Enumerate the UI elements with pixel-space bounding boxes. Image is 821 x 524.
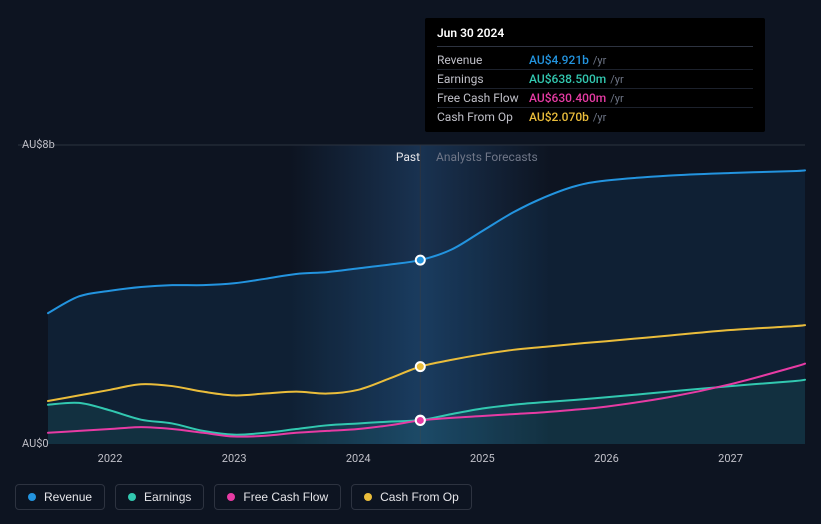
legend-label: Free Cash Flow: [243, 490, 328, 504]
legend-swatch: [364, 493, 372, 501]
y-axis-label: AU$8b: [22, 138, 55, 151]
tooltip-suffix: /yr: [610, 73, 623, 86]
legend-label: Earnings: [144, 490, 191, 504]
tooltip-row: EarningsAU$638.500m/yr: [437, 70, 753, 89]
tooltip-row: Free Cash FlowAU$630.400m/yr: [437, 89, 753, 108]
tooltip-row: RevenueAU$4.921b/yr: [437, 51, 753, 70]
tooltip-metric-label: Cash From Op: [437, 110, 529, 124]
x-axis-label: 2022: [98, 452, 123, 465]
tooltip-metric-label: Revenue: [437, 53, 529, 67]
legend-item-revenue[interactable]: Revenue: [15, 484, 105, 510]
legend-label: Revenue: [44, 490, 92, 504]
x-axis-label: 2025: [470, 452, 495, 465]
legend-item-cash-from-op[interactable]: Cash From Op: [351, 484, 472, 510]
y-axis-label: AU$0: [22, 437, 49, 450]
legend-item-free-cash-flow[interactable]: Free Cash Flow: [214, 484, 341, 510]
legend: Revenue Earnings Free Cash Flow Cash From O…: [15, 484, 472, 510]
tooltip-metric-label: Earnings: [437, 72, 529, 86]
tooltip-suffix: /yr: [593, 111, 606, 124]
tooltip-value: AU$630.400m: [529, 91, 606, 105]
x-axis-label: 2024: [346, 452, 371, 465]
tooltip-row: Cash From OpAU$2.070b/yr: [437, 108, 753, 126]
tooltip-value: AU$638.500m: [529, 72, 606, 86]
legend-swatch: [128, 493, 136, 501]
tooltip-date: Jun 30 2024: [437, 26, 753, 47]
legend-label: Cash From Op: [380, 490, 459, 504]
tooltip-rows: RevenueAU$4.921b/yrEarningsAU$638.500m/y…: [437, 51, 753, 126]
legend-item-earnings[interactable]: Earnings: [115, 484, 204, 510]
legend-swatch: [28, 493, 36, 501]
chart-tooltip: Jun 30 2024 RevenueAU$4.921b/yrEarningsA…: [425, 18, 765, 132]
x-axis-label: 2027: [718, 452, 743, 465]
tooltip-value: AU$4.921b: [529, 53, 589, 67]
tooltip-metric-label: Free Cash Flow: [437, 91, 529, 105]
forecast-region-label: Analysts Forecasts: [436, 150, 538, 164]
tooltip-suffix: /yr: [610, 92, 623, 105]
tooltip-suffix: /yr: [593, 54, 606, 67]
x-axis-label: 2026: [594, 452, 619, 465]
x-axis-label: 2023: [222, 452, 247, 465]
legend-swatch: [227, 493, 235, 501]
tooltip-value: AU$2.070b: [529, 110, 589, 124]
past-region-label: Past: [396, 150, 420, 164]
financial-chart: Past Analysts Forecasts Jun 30 2024 Reve…: [0, 0, 821, 524]
